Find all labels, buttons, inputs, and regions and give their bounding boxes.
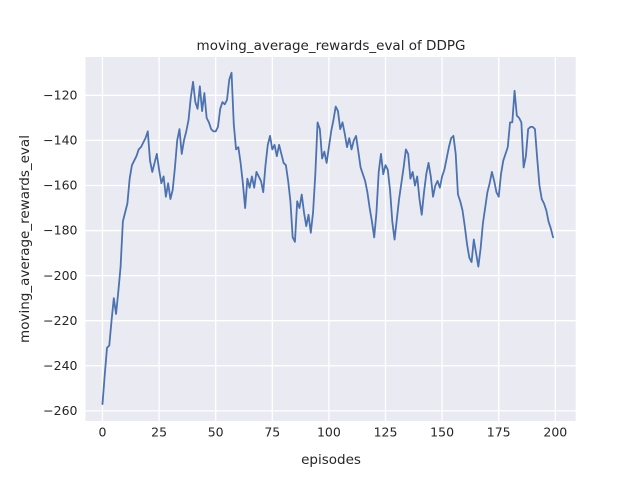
y-tick-label: −120 [43, 88, 77, 103]
x-tick-label: 25 [151, 425, 167, 440]
y-tick-label: −260 [43, 403, 77, 418]
x-tick-label: 0 [99, 425, 107, 440]
y-tick-label: −180 [43, 223, 77, 238]
y-tick-label: −140 [43, 133, 77, 148]
series-line-moving_average_rewards_eval [101, 71, 554, 406]
plot-area [85, 57, 576, 421]
y-tick-label: −160 [43, 178, 77, 193]
y-axis-label: moving_average_rewards_eval [17, 135, 33, 343]
x-tick-label: 75 [264, 425, 280, 440]
chart-title: moving_average_rewards_eval of DDPG [196, 38, 466, 54]
x-tick-label: 150 [430, 425, 454, 440]
x-tick-label: 50 [208, 425, 224, 440]
x-tick-label: 100 [317, 425, 341, 440]
y-tick-label: −240 [43, 358, 77, 373]
x-tick-label: 175 [487, 425, 511, 440]
y-tick-label: −200 [43, 268, 77, 283]
x-tick-label: 125 [374, 425, 398, 440]
y-tick-label: −220 [43, 313, 77, 328]
x-axis-label: episodes [301, 452, 361, 468]
x-tick-label: 200 [543, 425, 567, 440]
